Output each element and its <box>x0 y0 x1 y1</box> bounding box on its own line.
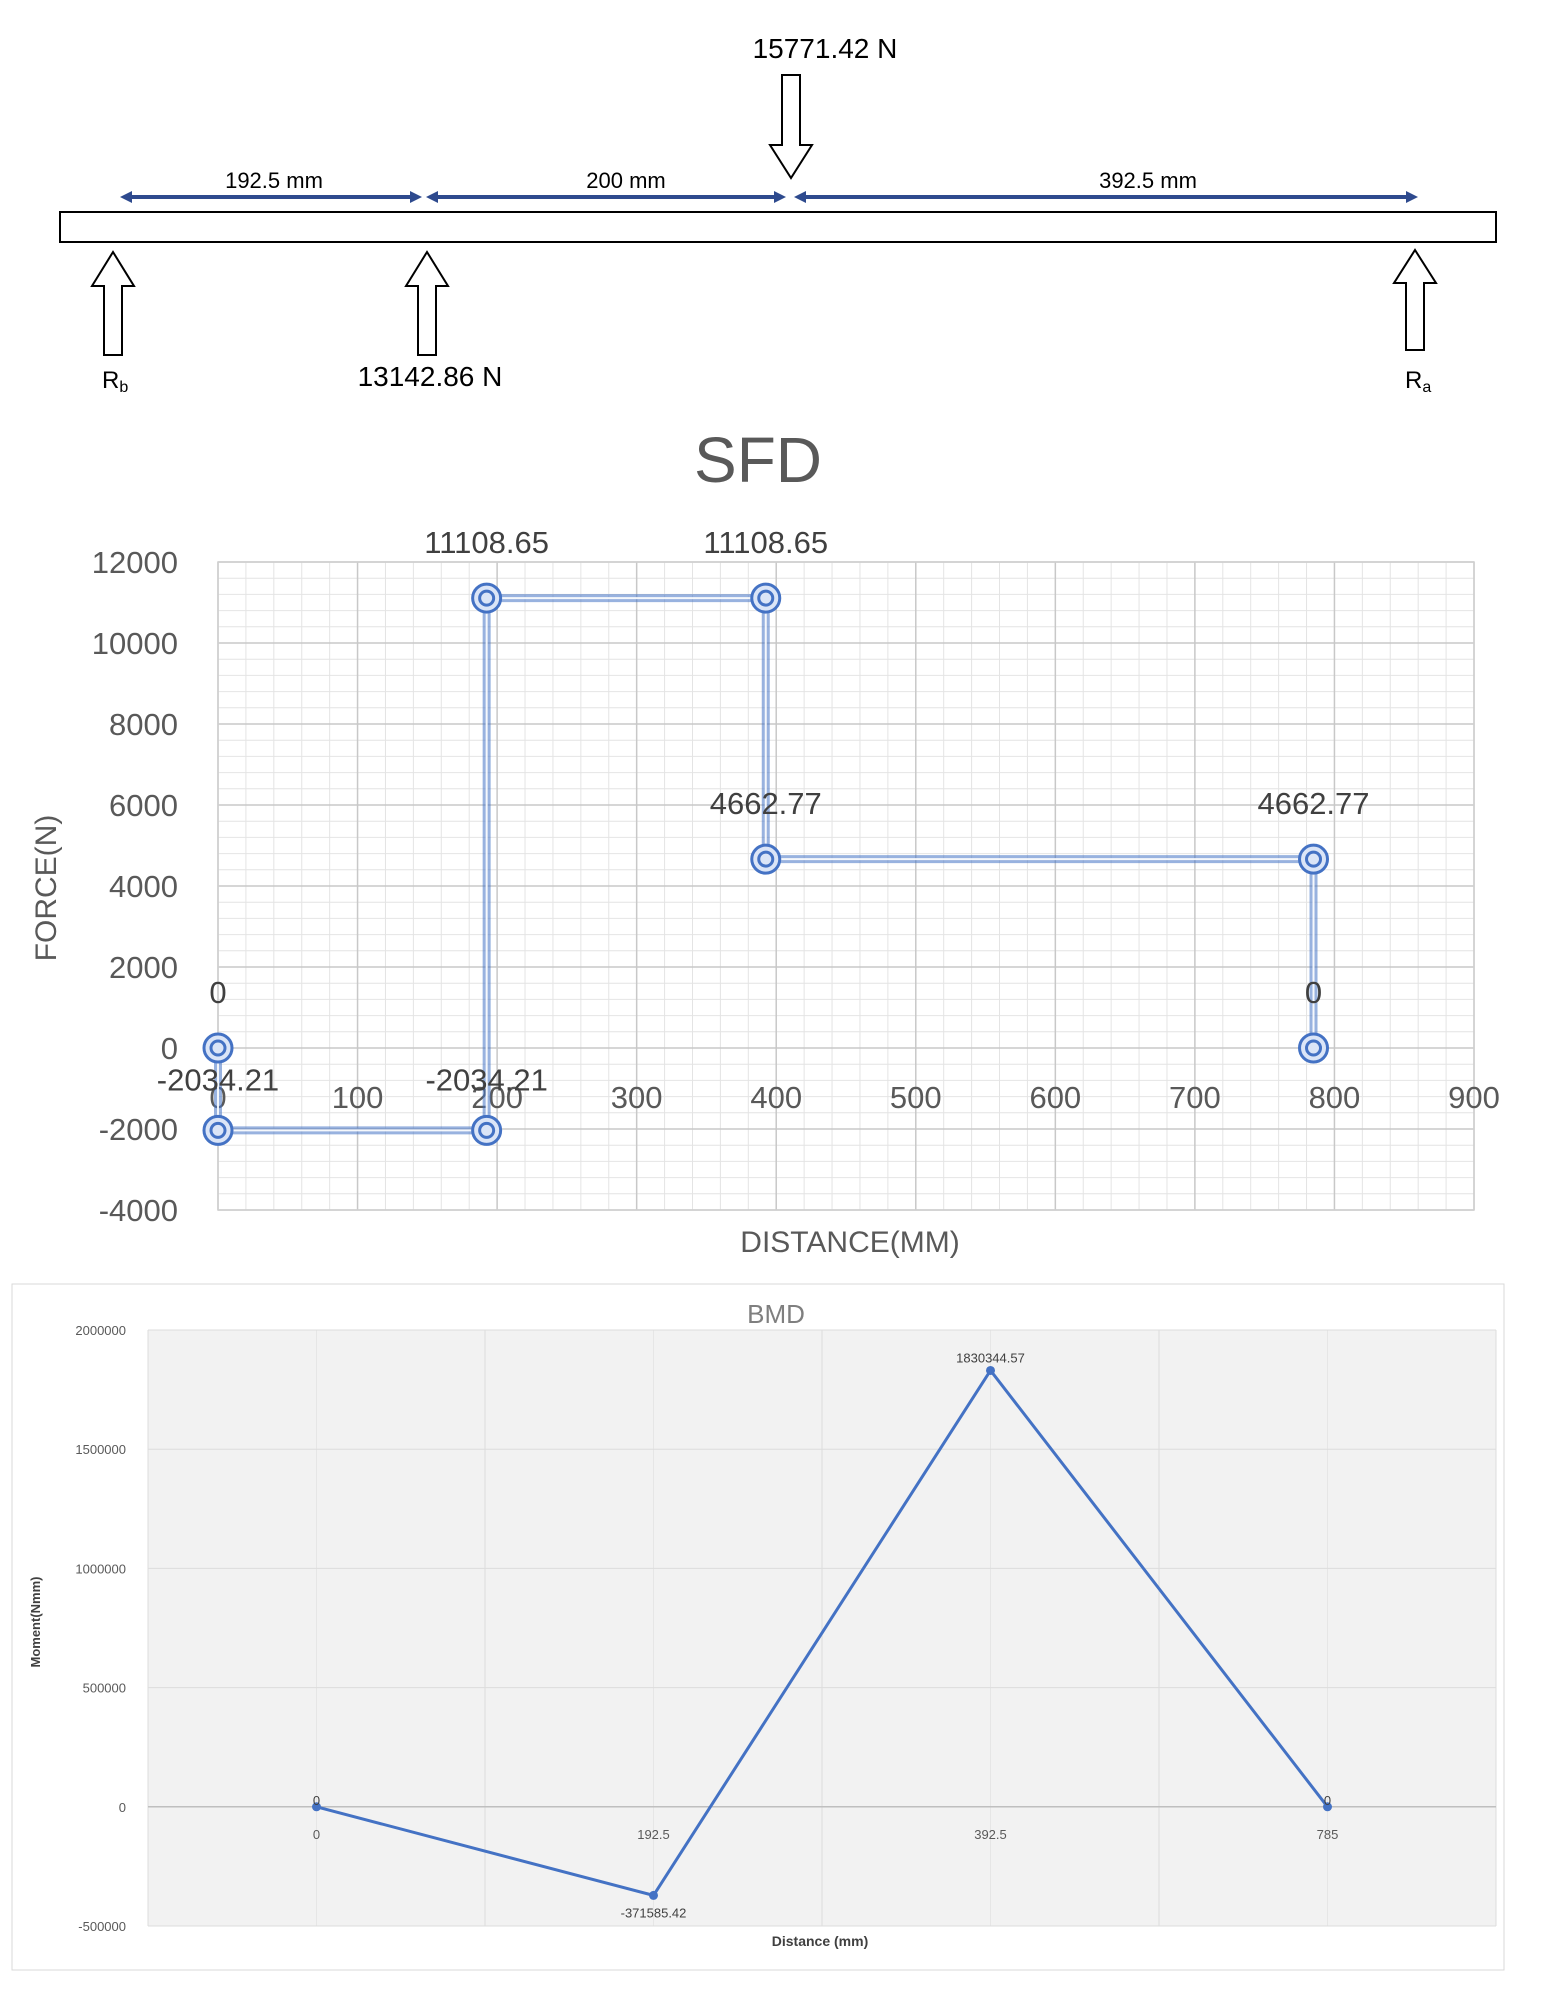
sfd-point-marker-inner <box>1305 850 1323 868</box>
sfd-point-marker-inner <box>478 589 496 607</box>
top-load-arrow <box>768 74 814 180</box>
bmd-axes: 2000000 1500000 1000000 500000 0 -500000 0 192.… <box>75 1323 1338 1934</box>
dimension-lines <box>120 191 1418 203</box>
sfd-data-label: 11108.65 <box>703 525 828 560</box>
sfd-x-tick-label: 200 <box>471 1080 523 1115</box>
bmd-y-tick-label: 500000 <box>83 1681 126 1696</box>
bmd-point <box>312 1802 321 1812</box>
sfd-point-marker <box>1298 843 1330 875</box>
sfd-y-tick-label: 10000 <box>92 626 178 661</box>
sfd-point-marker-inner <box>478 1121 496 1139</box>
sfd-y-tick-label: -4000 <box>99 1193 178 1228</box>
sfd-point-marker-inner <box>209 1039 227 1057</box>
sfd-plot-border <box>217 561 1475 1211</box>
top-load-label: 15771.42 N <box>753 33 898 64</box>
bmd-y-tick-label: 1000000 <box>75 1561 126 1576</box>
sfd-x-tick-label: 100 <box>332 1080 384 1115</box>
sfd-data-label: 0 <box>1305 975 1322 1010</box>
sfd-x-tick-label: 600 <box>1029 1080 1081 1115</box>
bmd-x-tick-label: 392.5 <box>974 1827 1007 1842</box>
reaction-b-arrow <box>90 250 136 356</box>
sfd-x-tick-label: 500 <box>890 1080 942 1115</box>
sfd-data-label: -2034.21 <box>157 1062 279 1097</box>
reaction-a-label: Ra <box>1405 367 1431 396</box>
sfd-point-marker <box>471 1114 503 1146</box>
dim-label-2: 200 mm <box>586 168 665 193</box>
bmd-x-axis-title: Distance (mm) <box>772 1933 868 1949</box>
bmd-data-label: -371585.42 <box>621 1905 687 1920</box>
sfd-y-tick-label: 8000 <box>109 707 178 742</box>
bmd-data-label: 0 <box>1324 1793 1331 1808</box>
sfd-y-axis-title: FORCE(N) <box>30 815 63 962</box>
sfd-data-label: 4662.77 <box>710 786 822 821</box>
sfd-point-marker <box>1298 1032 1330 1064</box>
reaction-a-arrow <box>1392 248 1438 351</box>
sfd-y-tick-label: 2000 <box>109 950 178 985</box>
sfd-x-tick-label: 700 <box>1169 1080 1221 1115</box>
beam-diagram: 15771.42 N Rb 13142.86 N Ra 192.5 mm 200… <box>59 33 1497 396</box>
sfd-x-tick-label: 900 <box>1448 1080 1500 1115</box>
bmd-point <box>1323 1802 1332 1812</box>
bmd-x-tick-label: 192.5 <box>637 1827 670 1842</box>
sfd-x-tick-label: 300 <box>611 1080 663 1115</box>
sfd-data-label: 11108.65 <box>424 525 549 560</box>
bmd-data-label: 0 <box>313 1793 320 1808</box>
bmd-y-tick-label: -500000 <box>78 1919 126 1934</box>
sfd-point-marker-inner <box>757 589 775 607</box>
sfd-title: SFD <box>694 424 822 496</box>
sfd-point-marker <box>202 1114 234 1146</box>
sfd-point-marker <box>750 582 782 614</box>
bmd-y-axis-title: Moment(Nmm) <box>28 1577 43 1668</box>
sfd-data-label: 4662.77 <box>1257 786 1369 821</box>
bmd-x-tick-label: 785 <box>1317 1827 1339 1842</box>
sfd-data-label: -2034.21 <box>425 1062 547 1097</box>
bmd-series: 0 -371585.42 1830344.57 0 <box>312 1350 1332 1920</box>
sfd-point-marker <box>471 582 503 614</box>
sfd-y-tick-label: 0 <box>161 1031 178 1066</box>
bmd-point <box>649 1890 658 1900</box>
bmd-line <box>316 1368 1329 1897</box>
bmd-point <box>986 1365 995 1375</box>
sfd-line-inner <box>217 597 1315 1132</box>
sfd-point-marker-inner <box>1305 1039 1323 1057</box>
sfd-grid <box>217 561 1475 1211</box>
sfd-point-marker-inner <box>209 1121 227 1139</box>
sfd-x-axis-title: DISTANCE(MM) <box>740 1226 959 1259</box>
support-load-label: 13142.86 N <box>358 361 503 392</box>
dim-label-1: 192.5 mm <box>225 168 323 193</box>
sfd-y-tick-label: 6000 <box>109 788 178 823</box>
sfd-point-marker <box>750 843 782 875</box>
bmd-grid <box>147 1329 1497 1927</box>
bmd-y-tick-label: 2000000 <box>75 1323 126 1338</box>
sfd-data-label: 0 <box>209 975 226 1010</box>
sfd-y-tick-label: 4000 <box>109 869 178 904</box>
sfd-x-tick-label: 400 <box>750 1080 802 1115</box>
bmd-y-tick-label: 0 <box>119 1800 126 1815</box>
bmd-title: BMD <box>747 1299 805 1329</box>
bmd-data-label: 1830344.57 <box>956 1350 1025 1365</box>
bmd-chart: BMD 2000000 1500000 1000000 500000 0 -500000 0… <box>11 1283 1505 1971</box>
reaction-b-label: Rb <box>102 367 128 396</box>
sfd-point-marker-inner <box>757 850 775 868</box>
beam-body <box>59 211 1497 243</box>
sfd-chart: SFD 120001000080006000400020000-2000-400… <box>30 424 1500 1259</box>
sfd-y-tick-label: 12000 <box>92 545 178 580</box>
support-load-arrow <box>404 250 450 356</box>
bmd-x-tick-label: 0 <box>313 1827 320 1842</box>
sfd-x-tick-label: 800 <box>1309 1080 1361 1115</box>
sfd-point-marker <box>202 1032 234 1064</box>
dim-label-3: 392.5 mm <box>1099 168 1197 193</box>
bmd-y-tick-label: 1500000 <box>75 1442 126 1457</box>
sfd-y-tick-label: -2000 <box>99 1112 178 1147</box>
